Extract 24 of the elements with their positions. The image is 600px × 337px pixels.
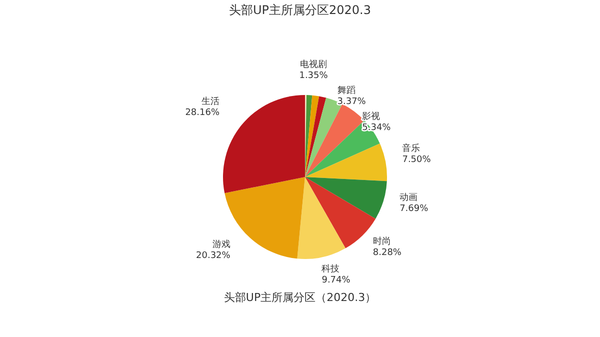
slice-label: 游戏 [212, 239, 230, 250]
chart-title: 头部UP主所属分区2020.3 [228, 2, 372, 19]
slice-label: 音乐 [402, 142, 420, 154]
data-label: 7.69% [400, 204, 429, 214]
data-label: 20.32% [196, 251, 231, 262]
slice-label: 舞蹈 [337, 84, 356, 96]
slice-label: 时尚 [372, 236, 391, 248]
data-label: 9.74% [322, 276, 351, 286]
slice-label: 动画 [400, 192, 418, 203]
data-label: 8.28% [372, 248, 402, 258]
pie-slice [305, 95, 312, 177]
pie-slice [305, 95, 320, 177]
data-label: 28.16% [185, 108, 220, 118]
slice-label: 电视剧 [300, 58, 328, 70]
slice-label: 科技 [322, 264, 340, 275]
data-label: 7.50% [402, 154, 432, 165]
data-label: 1.35% [299, 70, 328, 81]
pie-slice [305, 177, 387, 219]
slice-label: 生活 [202, 96, 220, 108]
text: 头部UP主所属分区（2020.3） [222, 290, 378, 305]
slice-label: 影视 [362, 110, 380, 122]
data-label: 3.37% [337, 96, 366, 107]
pie-slice [297, 177, 346, 259]
pie-slice [305, 144, 387, 182]
